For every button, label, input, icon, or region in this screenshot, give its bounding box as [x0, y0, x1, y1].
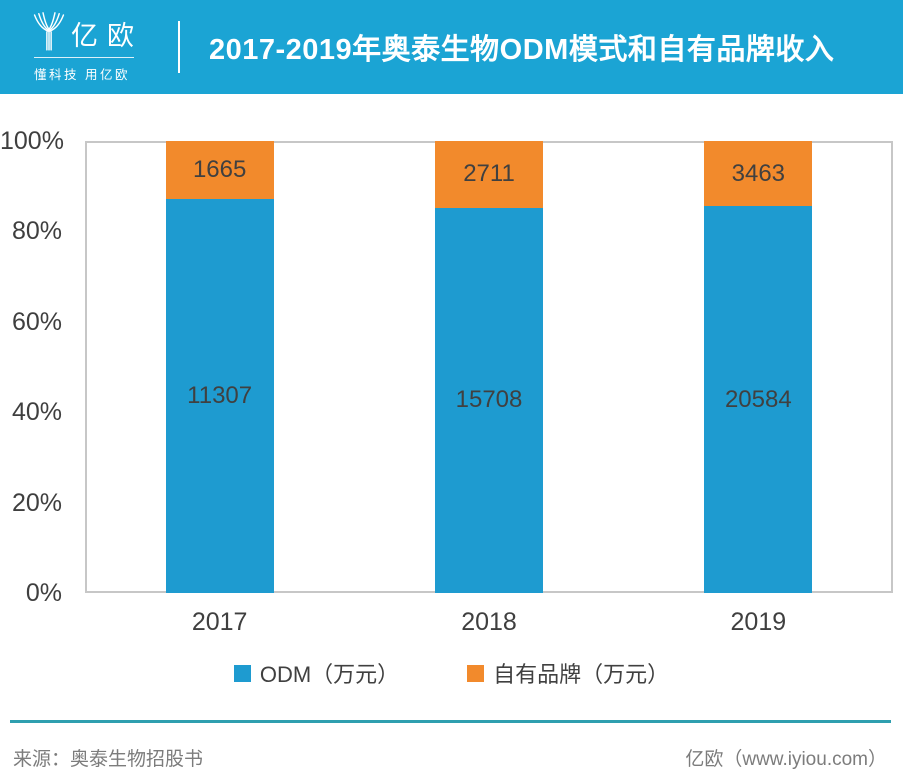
x-axis-label-2017: 2017	[191, 608, 248, 636]
y-axis-tick-80%: 80%	[11, 217, 62, 246]
footer: 来源：奥泰生物招股书 亿欧（www.iyiou.com）	[0, 718, 903, 781]
bar-segment-own-brand-2018: 2711	[435, 141, 543, 208]
legend-swatch-odm	[233, 664, 251, 682]
x-axis-label-2018: 2018	[461, 608, 517, 636]
legend-label-own-brand: 自有品牌（万元）	[493, 662, 670, 687]
footer-divider	[10, 720, 891, 723]
bar-segment-odm-2017: 11307	[165, 199, 274, 593]
bar-2018: 2711 15708	[435, 141, 543, 593]
legend-item-odm: ODM（万元）	[233, 657, 400, 689]
bar-segment-odm-2018: 15708	[435, 207, 543, 593]
logo-rule	[34, 56, 134, 58]
chart-title: 2017-2019年奥泰生物ODM模式和自有品牌收入	[209, 34, 835, 66]
source-text: 来源：奥泰生物招股书	[13, 749, 204, 770]
bar-2019: 3463 20584	[704, 141, 813, 593]
y-axis-tick-100%: 100%	[0, 127, 64, 155]
y-axis-tick-0%: 0%	[25, 579, 62, 607]
header: 亿欧 懂科技 用亿欧 2017-2019年奥泰生物ODM模式和自有品牌收入	[0, 0, 903, 94]
y-axis-tick-20%: 20%	[11, 488, 62, 517]
bar-2017: 1665 11307	[165, 141, 274, 593]
legend-swatch-own-brand	[467, 664, 485, 682]
legend-label-odm: ODM（万元）	[259, 662, 400, 687]
bar-segment-own-brand-2017: 1665	[165, 141, 274, 200]
legend-item-own-brand: 自有品牌（万元）	[467, 657, 669, 689]
chart: ODM（万元） 自有品牌（万元） 0% 20% 40% 60% 80% 100% 1665 1…	[0, 94, 903, 718]
x-axis-label-2019: 2019	[730, 608, 787, 636]
y-axis-tick-60%: 60%	[11, 307, 62, 336]
iyiou-logo: 亿欧 懂科技 用亿欧	[32, 11, 156, 83]
logo-slogan: 懂科技 用亿欧	[34, 67, 130, 82]
credit-text: 亿欧（www.iyiou.com）	[685, 749, 887, 770]
logo-name: 亿欧	[71, 20, 143, 51]
iyiou-y-icon	[32, 11, 71, 52]
y-axis-tick-40%: 40%	[11, 398, 62, 427]
legend: ODM（万元） 自有品牌（万元）	[0, 657, 903, 689]
header-divider	[178, 21, 180, 73]
bar-segment-odm-2019: 20584	[704, 206, 813, 593]
bar-segment-own-brand-2019: 3463	[704, 141, 813, 207]
